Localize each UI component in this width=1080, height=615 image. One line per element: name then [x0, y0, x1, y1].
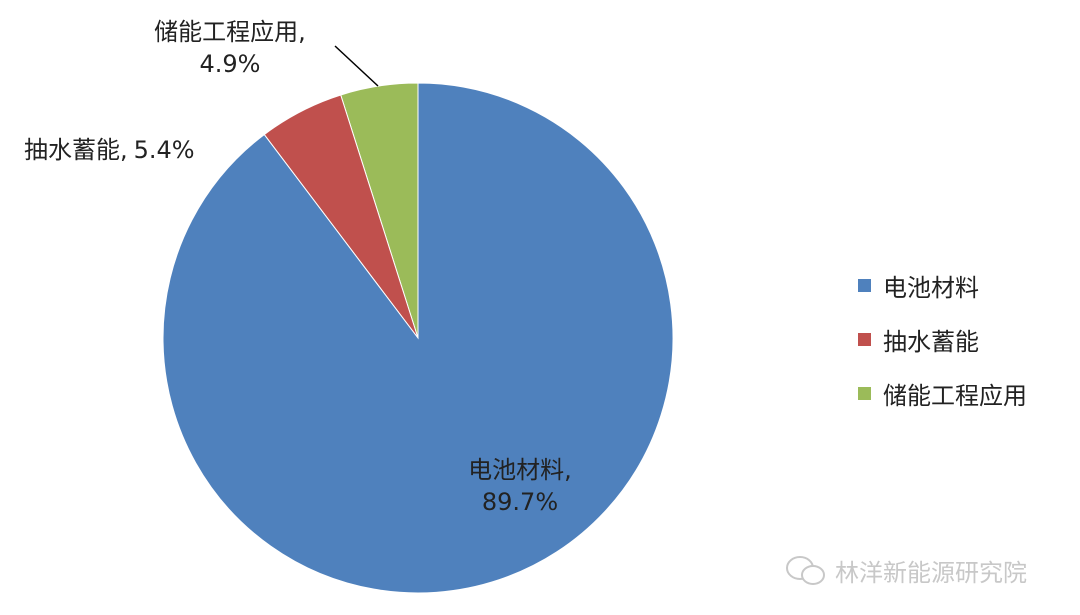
watermark: 林洋新能源研究院: [785, 553, 1027, 588]
legend-item-pumped-storage: 抽水蓄能: [858, 322, 979, 357]
watermark-text: 林洋新能源研究院: [835, 559, 1027, 587]
data-label-name: 电池材料,: [468, 456, 572, 484]
legend-label: 电池材料: [883, 274, 979, 302]
data-label-battery: 电池材料, 89.7%: [440, 454, 600, 518]
data-label-value: 89.7%: [481, 488, 559, 516]
wechat-icon: [786, 555, 825, 585]
data-label-name: 抽水蓄能,: [24, 136, 128, 164]
legend-label: 抽水蓄能: [883, 328, 979, 356]
legend-label: 储能工程应用: [883, 382, 1027, 410]
data-label-name: 储能工程应用,: [154, 18, 306, 46]
legend-swatch: [858, 333, 871, 346]
legend-item-battery: 电池材料: [858, 268, 979, 303]
legend-item-storage-engineering: 储能工程应用: [858, 376, 1027, 411]
leader-line: [334, 45, 379, 87]
data-label-pumped-storage: 抽水蓄能, 5.4%: [24, 134, 195, 166]
pie-slice-battery: [162, 82, 674, 594]
data-label-storage-engineering: 储能工程应用, 4.9%: [130, 16, 330, 80]
data-label-value: 5.4%: [133, 136, 195, 164]
legend-swatch: [858, 279, 871, 292]
legend-swatch: [858, 387, 871, 400]
data-label-value: 4.9%: [199, 50, 261, 78]
